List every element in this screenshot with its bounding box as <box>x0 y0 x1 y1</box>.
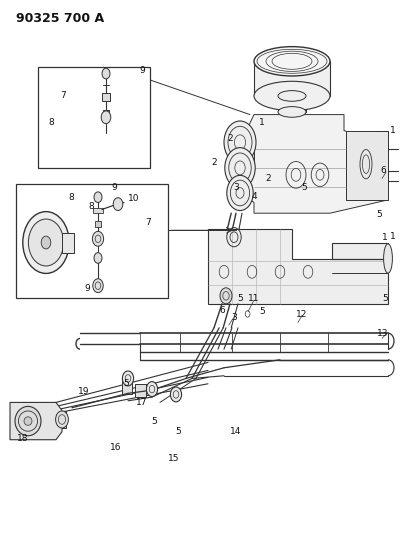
Text: 1: 1 <box>382 233 388 241</box>
Ellipse shape <box>24 417 32 425</box>
Text: 11: 11 <box>248 294 260 303</box>
Text: 8: 8 <box>68 193 74 201</box>
Ellipse shape <box>254 81 330 111</box>
Text: 5: 5 <box>259 308 265 316</box>
Text: 19: 19 <box>78 387 90 396</box>
Circle shape <box>227 175 253 211</box>
Text: 5: 5 <box>237 294 243 303</box>
Text: 2: 2 <box>265 174 271 183</box>
Text: 5: 5 <box>376 210 382 219</box>
Polygon shape <box>346 131 388 200</box>
Bar <box>93 208 103 213</box>
Text: 2: 2 <box>227 134 233 143</box>
Polygon shape <box>240 115 388 213</box>
Bar <box>135 384 146 397</box>
Text: 90325 700 A: 90325 700 A <box>16 12 104 25</box>
Text: 6: 6 <box>380 166 386 175</box>
Text: 10: 10 <box>128 194 140 203</box>
Bar <box>16 184 168 298</box>
Bar <box>278 96 306 112</box>
Bar <box>254 61 330 96</box>
Text: 3: 3 <box>233 183 239 192</box>
Text: 5: 5 <box>301 183 307 192</box>
Bar <box>239 151 252 166</box>
Bar <box>102 93 110 101</box>
Circle shape <box>113 198 123 211</box>
Circle shape <box>101 111 111 124</box>
Circle shape <box>220 288 232 304</box>
Text: 8: 8 <box>88 203 94 211</box>
Text: 7: 7 <box>60 92 66 100</box>
Text: 8: 8 <box>48 118 54 127</box>
Text: 9: 9 <box>111 183 117 192</box>
Ellipse shape <box>15 406 41 436</box>
Text: 15: 15 <box>168 454 180 463</box>
Polygon shape <box>208 229 388 304</box>
Circle shape <box>170 387 182 402</box>
Ellipse shape <box>278 91 306 101</box>
Text: 2: 2 <box>211 158 217 167</box>
Text: 3: 3 <box>231 313 237 321</box>
Text: 7: 7 <box>145 219 151 227</box>
Text: 5: 5 <box>382 294 388 303</box>
Circle shape <box>56 411 68 428</box>
Text: 12: 12 <box>296 310 308 319</box>
Bar <box>103 110 109 116</box>
Circle shape <box>23 212 69 273</box>
Bar <box>56 411 66 428</box>
Circle shape <box>102 68 110 79</box>
Bar <box>95 221 101 227</box>
Bar <box>38 67 150 168</box>
Text: 16: 16 <box>110 443 122 452</box>
Circle shape <box>28 219 64 266</box>
Text: 6: 6 <box>219 306 225 314</box>
Bar <box>238 149 254 168</box>
Ellipse shape <box>278 107 306 117</box>
Text: 9: 9 <box>84 285 90 293</box>
Text: 14: 14 <box>230 427 242 436</box>
Bar <box>62 233 74 253</box>
Text: 17: 17 <box>136 398 148 407</box>
Bar <box>122 381 132 394</box>
Text: 5: 5 <box>151 417 157 425</box>
Circle shape <box>94 253 102 263</box>
Polygon shape <box>10 402 62 440</box>
Ellipse shape <box>384 244 392 273</box>
Text: 13: 13 <box>377 329 389 337</box>
Circle shape <box>146 382 158 397</box>
Text: 1: 1 <box>390 232 396 240</box>
Circle shape <box>122 371 134 386</box>
Text: 5: 5 <box>175 427 181 436</box>
Text: 18: 18 <box>16 434 28 442</box>
Circle shape <box>225 148 255 188</box>
Text: 4: 4 <box>251 192 257 200</box>
Circle shape <box>92 231 104 246</box>
Text: 1: 1 <box>390 126 396 135</box>
Circle shape <box>41 236 51 249</box>
Ellipse shape <box>254 47 330 76</box>
Text: 5: 5 <box>123 379 129 388</box>
Circle shape <box>94 192 102 203</box>
Text: 9: 9 <box>139 66 145 75</box>
Circle shape <box>224 121 256 164</box>
Circle shape <box>93 279 103 293</box>
Text: 1: 1 <box>259 118 265 127</box>
